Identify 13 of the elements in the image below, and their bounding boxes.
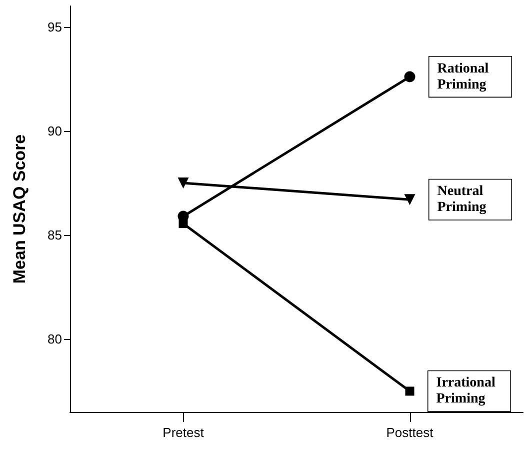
point	[404, 71, 416, 82]
x-tick-label: Pretest	[162, 425, 204, 440]
y-tick-label: 90	[48, 123, 62, 138]
y-tick-label: 85	[48, 228, 62, 243]
y-tick-label: 80	[48, 332, 62, 347]
y-tick-label: 95	[48, 19, 62, 34]
point	[405, 386, 414, 396]
x-tick-label: Posttest	[386, 425, 434, 440]
y-axis-title: Mean USAQ Score	[10, 134, 29, 284]
series-label: Rational Priming	[437, 61, 492, 92]
series-label: Irrational Priming	[436, 376, 499, 407]
point	[178, 219, 188, 228]
series-label: Neutral Priming	[437, 184, 487, 216]
